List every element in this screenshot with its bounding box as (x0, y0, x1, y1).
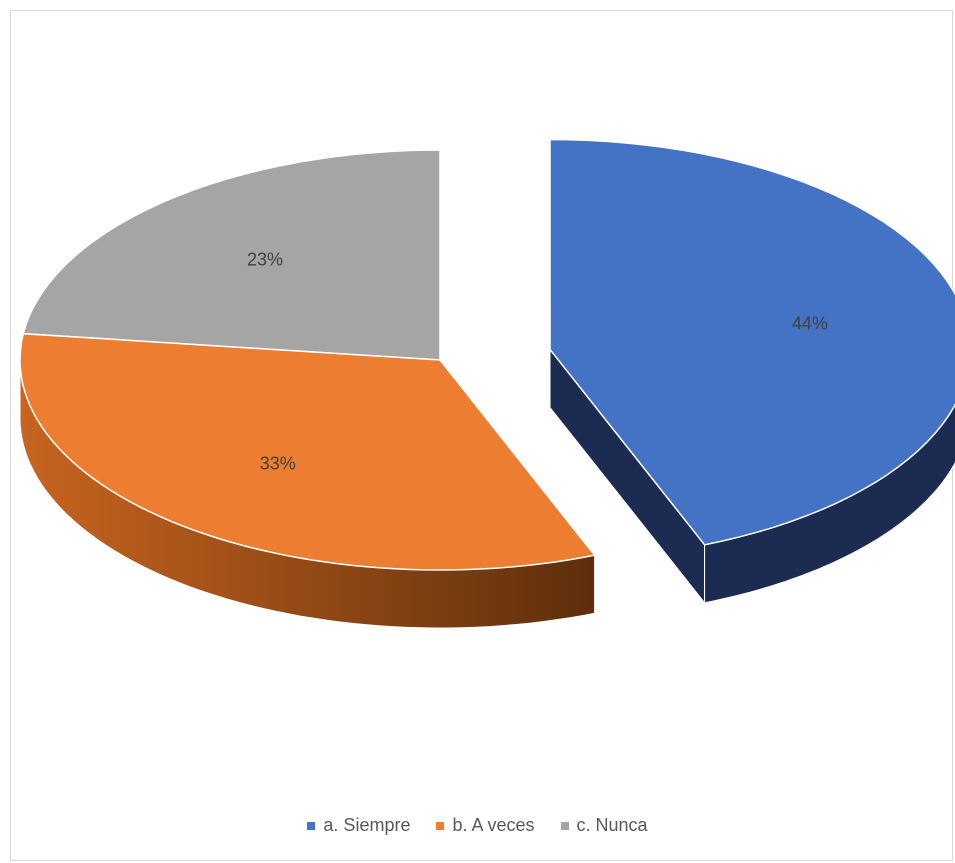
legend-swatch-a-veces (436, 822, 444, 830)
legend-item-siempre: a. Siempre (307, 815, 410, 836)
legend-label-a-veces: b. A veces (452, 815, 534, 836)
data-label-nunca: 23% (247, 250, 283, 270)
legend: a. Siempre b. A veces c. Nunca (0, 815, 955, 836)
legend-item-a-veces: b. A veces (436, 815, 534, 836)
legend-label-nunca: c. Nunca (577, 815, 648, 836)
legend-label-siempre: a. Siempre (323, 815, 410, 836)
data-label-siempre: 44% (792, 313, 828, 333)
data-label-a-veces: 33% (260, 453, 296, 473)
legend-swatch-nunca (561, 822, 569, 830)
pie-slice-siempre (550, 140, 955, 603)
legend-swatch-siempre (307, 822, 315, 830)
pie-slice-nunca-top (23, 150, 440, 360)
pie-slice-a-veces (20, 334, 595, 628)
legend-item-nunca: c. Nunca (561, 815, 648, 836)
